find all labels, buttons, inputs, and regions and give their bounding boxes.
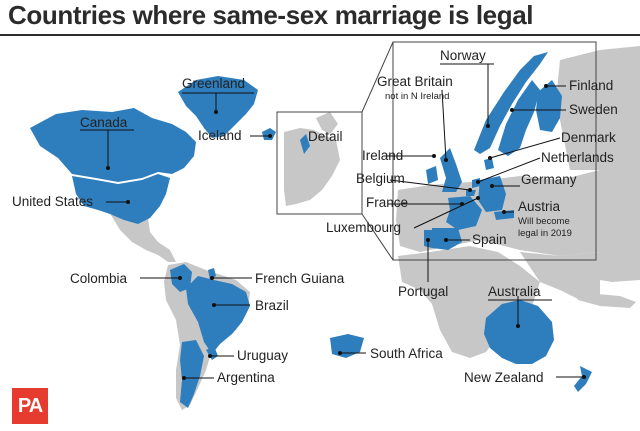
label-portugal: Portugal (398, 284, 448, 299)
region-argentina (180, 340, 204, 408)
land-middle-east (520, 252, 600, 300)
label-sweden: Sweden (569, 102, 618, 117)
label-ireland: Ireland (362, 148, 403, 163)
label-austria: Austria (518, 199, 561, 214)
label-france: France (366, 195, 408, 210)
region-canada (30, 108, 196, 182)
region-sweden (498, 80, 540, 156)
land-detail-inset (284, 128, 340, 206)
label-south-africa: South Africa (370, 346, 443, 361)
page-title: Countries where same-sex marriage is leg… (8, 0, 534, 30)
land-indonesia (575, 292, 636, 308)
label-great-britain-note: not in N Ireland (385, 91, 449, 102)
region-belgium (466, 190, 476, 196)
label-iceland: Iceland (198, 128, 242, 143)
region-ireland (426, 166, 438, 184)
title-rule (0, 34, 640, 36)
region-new-zealand (574, 366, 592, 392)
label-colombia: Colombia (70, 271, 128, 286)
label-denmark: Denmark (561, 130, 616, 145)
label-norway: Norway (440, 48, 486, 63)
region-germany (478, 176, 506, 212)
label-germany: Germany (521, 172, 577, 187)
detail-label: Detail (308, 129, 343, 144)
label-belgium: Belgium (356, 171, 405, 186)
label-finland: Finland (569, 78, 613, 93)
inset-connector-bottom (361, 213, 394, 261)
label-greenland: Greenland (182, 76, 245, 91)
label-french-guiana: French Guiana (255, 271, 345, 286)
region-brazil (186, 276, 250, 354)
region-norway (474, 52, 548, 154)
region-south-africa (330, 334, 364, 358)
land-russia (556, 50, 600, 170)
label-underlines (80, 63, 552, 301)
label-new-zealand: New Zealand (464, 370, 544, 385)
region-australia (484, 300, 554, 364)
label-brazil: Brazil (255, 298, 289, 313)
land-asia (600, 46, 640, 282)
inset-connector-top (361, 41, 394, 113)
europe-inset-frame (392, 41, 597, 261)
region-usa (72, 174, 170, 224)
detail-box (276, 111, 363, 215)
region-iceland (262, 128, 276, 140)
leader-dots (106, 84, 586, 380)
land-scandinavia-gray (316, 112, 338, 134)
label-netherlands: Netherlands (541, 150, 614, 165)
region-denmark (484, 158, 494, 170)
label-great-britain: Great Britain (377, 74, 453, 89)
label-luxembourg: Luxembourg (326, 220, 401, 235)
label-argentina: Argentina (217, 370, 275, 385)
label-canada: Canada (80, 115, 128, 130)
region-finland (536, 80, 562, 132)
label-spain: Spain (472, 232, 507, 247)
region-greenland (178, 76, 258, 138)
region-detail-uk (300, 134, 310, 154)
label-austria-note-1: Will become (518, 216, 570, 227)
pa-logo: PA (12, 388, 48, 424)
label-uruguay: Uruguay (237, 348, 288, 363)
land-mexico (108, 210, 176, 262)
label-united-states: United States (12, 194, 93, 209)
label-australia: Australia (488, 284, 541, 299)
region-french-guiana (208, 268, 216, 280)
label-austria-note-2: legal in 2019 (518, 228, 572, 239)
legal-layer (30, 52, 592, 408)
